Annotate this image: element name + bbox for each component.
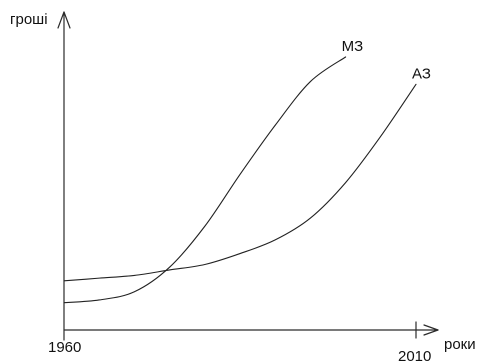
series-label-2: АЗ [412,65,431,82]
series-line-1 [63,56,347,304]
y-axis-arrow [57,11,71,29]
x-axis [63,321,439,339]
x-axis-arrow [423,324,439,336]
x-tick-label-2010: 2010 [398,348,431,364]
x-axis-label: роки [444,336,476,353]
y-axis [57,11,71,341]
y-axis-label: гроші [10,11,48,28]
series-label-1: МЗ [342,38,364,55]
series-layer: МЗ АЗ [63,38,431,304]
series-line-2 [63,83,417,282]
x-tick-label-1960: 1960 [48,339,81,356]
